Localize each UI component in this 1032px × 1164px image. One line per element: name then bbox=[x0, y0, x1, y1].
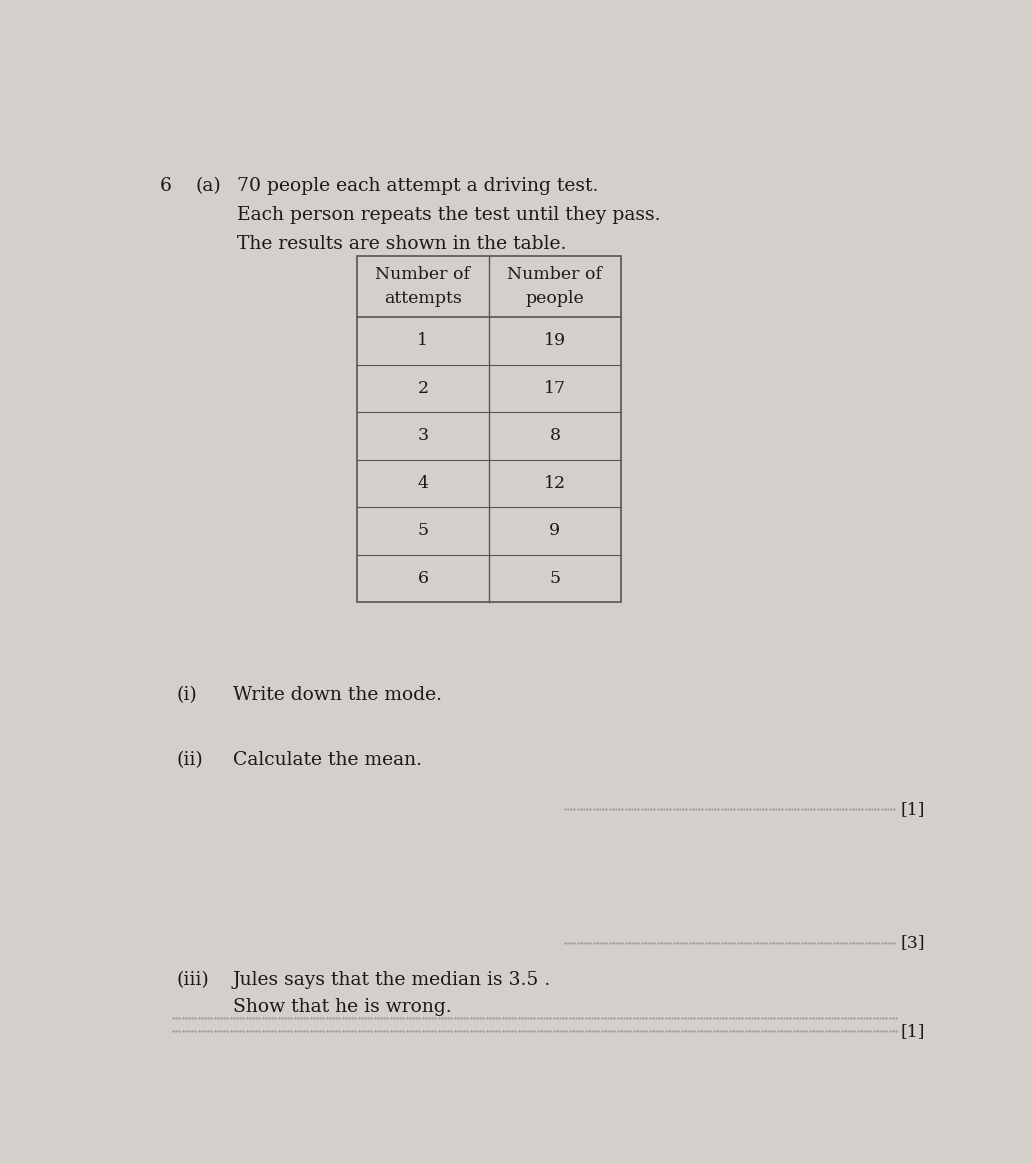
Text: The results are shown in the table.: The results are shown in the table. bbox=[237, 235, 567, 253]
Text: 17: 17 bbox=[544, 379, 566, 397]
Text: Each person repeats the test until they pass.: Each person repeats the test until they … bbox=[237, 206, 660, 223]
Text: Calculate the mean.: Calculate the mean. bbox=[233, 751, 422, 769]
Text: [1]: [1] bbox=[901, 1023, 926, 1039]
Text: Number of
people: Number of people bbox=[508, 267, 603, 307]
Text: 8: 8 bbox=[549, 427, 560, 445]
Text: (ii): (ii) bbox=[178, 751, 203, 769]
Text: [3]: [3] bbox=[901, 935, 926, 951]
Text: 5: 5 bbox=[417, 523, 428, 539]
Text: 1: 1 bbox=[417, 333, 428, 349]
Text: Number of
attempts: Number of attempts bbox=[376, 267, 471, 307]
Text: 9: 9 bbox=[549, 523, 560, 539]
Bar bbox=[357, 256, 621, 602]
Text: Jules says that the median is 3.5 .: Jules says that the median is 3.5 . bbox=[233, 972, 551, 989]
Text: 2: 2 bbox=[417, 379, 428, 397]
Text: (iii): (iii) bbox=[178, 972, 209, 989]
Text: 6: 6 bbox=[159, 177, 171, 196]
Text: Show that he is wrong.: Show that he is wrong. bbox=[233, 999, 452, 1016]
Text: (i): (i) bbox=[178, 687, 198, 704]
Text: Write down the mode.: Write down the mode. bbox=[233, 687, 442, 704]
Text: [1]: [1] bbox=[901, 801, 926, 817]
Text: 4: 4 bbox=[417, 475, 428, 492]
Text: 6: 6 bbox=[417, 570, 428, 587]
Text: 70 people each attempt a driving test.: 70 people each attempt a driving test. bbox=[237, 177, 599, 196]
Text: (a): (a) bbox=[195, 177, 221, 196]
Text: 3: 3 bbox=[417, 427, 428, 445]
Text: 19: 19 bbox=[544, 333, 566, 349]
Text: 5: 5 bbox=[549, 570, 560, 587]
Text: 12: 12 bbox=[544, 475, 566, 492]
